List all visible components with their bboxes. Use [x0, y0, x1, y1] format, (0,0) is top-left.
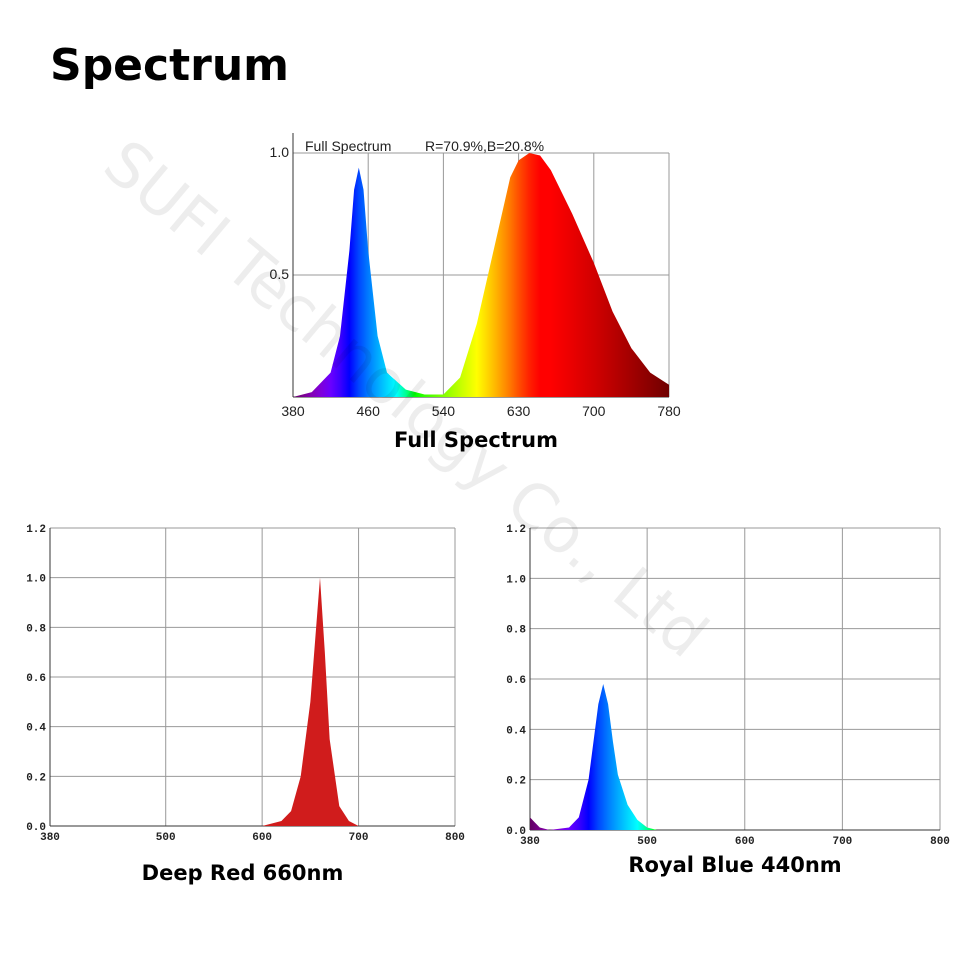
- x-tick-label: 500: [156, 832, 176, 844]
- x-tick-label: 460: [357, 403, 381, 419]
- spectrum-area: [293, 153, 669, 397]
- x-tick-label: 800: [930, 836, 950, 848]
- y-tick-label: 0.5: [270, 266, 290, 282]
- x-tick-label: 540: [432, 403, 456, 419]
- y-tick-label: 0.8: [506, 625, 526, 637]
- caption: Full Spectrum: [394, 428, 558, 452]
- chart-title: Full Spectrum: [305, 138, 391, 154]
- x-tick-label: 700: [349, 832, 369, 844]
- chart-panel: 0.5 1.0 380 460 540 630 700 780 Full Spectrum R=7…: [270, 133, 681, 452]
- y-tick-label: 0.0: [26, 822, 46, 834]
- x-tick-label: 700: [832, 836, 852, 848]
- y-tick-label: 0.2: [26, 772, 46, 784]
- x-tick-label: 700: [582, 403, 606, 419]
- y-tick-label: 1.2: [506, 524, 526, 536]
- x-tick-label: 600: [735, 836, 755, 848]
- y-tick-label: 0.0: [506, 826, 526, 838]
- caption: Deep Red 660nm: [142, 861, 344, 885]
- annotation: R=70.9%,B=20.8%: [425, 138, 544, 154]
- y-tick-label: 1.2: [26, 524, 46, 536]
- x-tick-label: 630: [507, 403, 531, 419]
- x-tick-label: 380: [520, 836, 540, 848]
- y-tick-label: 1.0: [270, 144, 290, 160]
- x-tick-label: 500: [637, 836, 657, 848]
- y-tick-label: 0.4: [26, 723, 46, 735]
- chart-panel: 0.0 0.2 0.4 0.6 0.8 1.0 1.2 380 500 600 700 800 Roya…: [506, 524, 950, 877]
- y-tick-label: 0.8: [26, 623, 46, 635]
- spectrum-area: [50, 577, 455, 826]
- y-tick-label: 1.0: [26, 574, 46, 586]
- y-tick-label: 1.0: [506, 574, 526, 586]
- x-tick-label: 800: [445, 832, 465, 844]
- x-tick-label: 380: [40, 832, 60, 844]
- y-tick-label: 0.2: [506, 776, 526, 788]
- y-tick-label: 0.4: [506, 725, 526, 737]
- x-tick-label: 780: [657, 403, 681, 419]
- y-tick-label: 0.6: [26, 673, 46, 685]
- spectrum-area: [530, 684, 940, 830]
- y-tick-label: 0.6: [506, 675, 526, 687]
- x-tick-label: 600: [252, 832, 272, 844]
- watermark: SUFI Technology Co., Ltd: [90, 126, 721, 672]
- x-tick-label: 380: [281, 403, 305, 419]
- caption: Royal Blue 440nm: [628, 853, 841, 877]
- chart-panel: 0.0 0.2 0.4 0.6 0.8 1.0 1.2 380 500 600 700 800 Deep…: [26, 524, 465, 885]
- page-title: Spectrum: [50, 40, 289, 91]
